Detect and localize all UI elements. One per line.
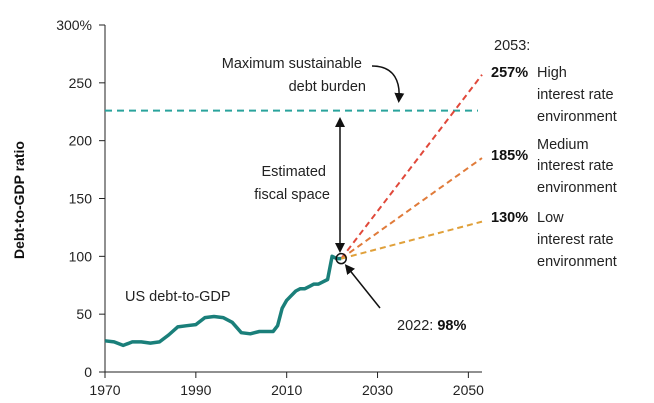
projection-label-high: 257% High interest rate environment [491, 65, 618, 125]
start-point-marker [335, 252, 347, 265]
x-axis-ticks: 1970 1990 2010 2030 2050 [89, 372, 484, 398]
y-axis-ticks: 0 50 100 150 200 250 300% [56, 17, 105, 380]
projection-line-high [340, 74, 483, 260]
x-tick-label: 1990 [180, 382, 211, 398]
projection-lines [340, 74, 483, 260]
projection-line-medium [340, 157, 483, 260]
y-tick-label: 100 [69, 248, 93, 264]
y-tick-label: 150 [69, 191, 93, 207]
projection-line-low [340, 220, 483, 260]
threshold-label: Maximum sustainable debt burden [222, 56, 366, 95]
projection-label-low: 130% Low interest rate environment [491, 210, 618, 270]
y-tick-label: 300% [56, 17, 92, 33]
projection-end-value-low: 130% [491, 210, 528, 226]
x-tick-label: 2050 [453, 382, 484, 398]
projection-name-medium: Medium interest rate environment [537, 137, 618, 196]
y-tick-label: 0 [84, 364, 92, 380]
y-tick-label: 50 [76, 306, 92, 322]
projection-end-value-medium: 185% [491, 148, 528, 164]
y-tick-label: 250 [69, 75, 93, 91]
point-callout-arrow [344, 264, 381, 309]
projection-name-low: Low interest rate environment [537, 210, 618, 270]
x-tick-label: 2010 [271, 382, 302, 398]
projection-year-header: 2053: [494, 38, 530, 54]
y-tick-label: 200 [69, 133, 93, 149]
start-point-label-value: 98% [437, 318, 466, 334]
projection-label-medium: 185% Medium interest rate environment [491, 137, 618, 196]
x-tick-label: 2030 [362, 382, 393, 398]
fiscal-space-label: Estimated fiscal space [254, 164, 330, 203]
start-point-label: 2022: 98% [397, 318, 466, 334]
projection-name-high: High interest rate environment [537, 65, 618, 125]
start-point-label-prefix: 2022: [397, 318, 433, 334]
historical-series-line [104, 254, 342, 348]
historical-series-label: US debt-to-GDP [125, 289, 231, 305]
threshold-callout-arrow [371, 65, 405, 103]
projection-end-value-high: 257% [491, 65, 528, 81]
y-axis-label: Debt-to-GDP ratio [11, 141, 27, 259]
x-tick-label: 1970 [89, 382, 120, 398]
